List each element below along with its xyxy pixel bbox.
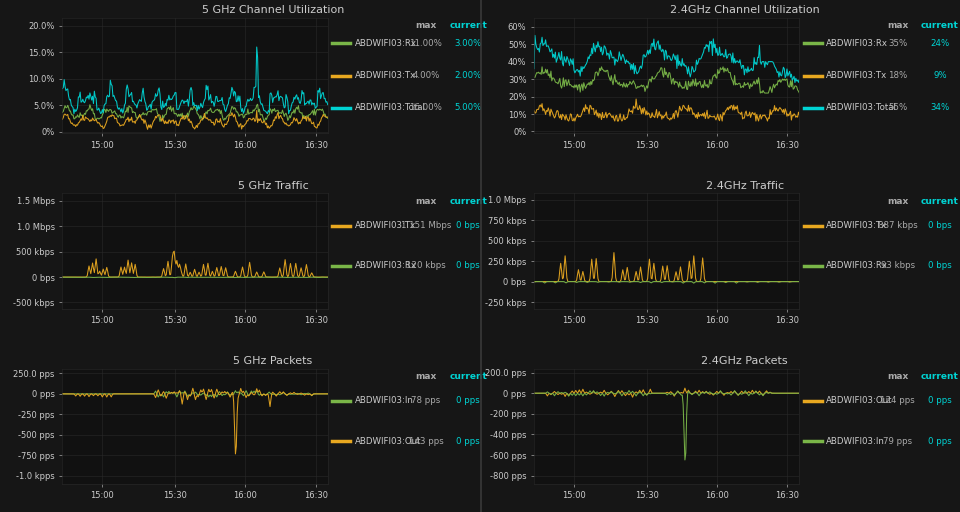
Text: current: current [921, 372, 959, 381]
Text: 79 pps: 79 pps [883, 437, 912, 445]
Text: 0 bps: 0 bps [457, 221, 480, 230]
Text: max: max [416, 197, 437, 206]
Text: 0 pps: 0 pps [457, 396, 480, 406]
Text: 35%: 35% [888, 39, 907, 48]
Text: ABDWIFI03:Rx: ABDWIFI03:Rx [354, 39, 417, 48]
Text: 11.00%: 11.00% [410, 39, 443, 48]
Text: 1.151 Mbps: 1.151 Mbps [400, 221, 451, 230]
Text: 78 pps: 78 pps [411, 396, 441, 406]
Text: 55%: 55% [888, 103, 907, 112]
Text: current: current [449, 197, 488, 206]
Text: 887 kbps: 887 kbps [877, 221, 918, 230]
Text: ABDWIFI03:Tx: ABDWIFI03:Tx [827, 221, 888, 230]
Text: ABDWIFI03:Total: ABDWIFI03:Total [354, 103, 425, 112]
Text: 120 kbps: 120 kbps [406, 261, 445, 270]
Text: ABDWIFI03:Out: ABDWIFI03:Out [827, 396, 893, 406]
Text: max: max [887, 22, 908, 30]
Text: current: current [921, 22, 959, 30]
Text: 0 bps: 0 bps [928, 261, 952, 270]
Text: ABDWIFI03:In: ABDWIFI03:In [354, 396, 414, 406]
Text: 5 GHz Traffic: 5 GHz Traffic [237, 181, 308, 190]
Text: 2.4GHz Packets: 2.4GHz Packets [702, 356, 788, 366]
Text: ABDWIFI03:Out: ABDWIFI03:Out [354, 437, 421, 445]
Text: 5.00%: 5.00% [455, 103, 482, 112]
Text: ABDWIFI03:Tx: ABDWIFI03:Tx [354, 71, 416, 80]
Text: 4.00%: 4.00% [412, 71, 440, 80]
Text: ABDWIFI03:Rx: ABDWIFI03:Rx [827, 261, 888, 270]
Text: 18%: 18% [888, 71, 907, 80]
Text: 16.00%: 16.00% [410, 103, 443, 112]
Text: ABDWIFI03:Tx: ABDWIFI03:Tx [827, 71, 888, 80]
Text: ABDWIFI03:Rx: ABDWIFI03:Rx [354, 261, 417, 270]
Text: ABDWIFI03:Tx: ABDWIFI03:Tx [354, 221, 416, 230]
Text: 143 pps: 143 pps [409, 437, 444, 445]
Text: 5 GHz Channel Utilization: 5 GHz Channel Utilization [202, 5, 344, 15]
Text: max: max [887, 372, 908, 381]
Text: ABDWIFI03:Total: ABDWIFI03:Total [827, 103, 898, 112]
Text: ABDWIFI03:In: ABDWIFI03:In [827, 437, 885, 445]
Text: 0 pps: 0 pps [928, 437, 952, 445]
Text: 124 pps: 124 pps [880, 396, 915, 406]
Text: 0 bps: 0 bps [457, 261, 480, 270]
Text: 2.00%: 2.00% [455, 71, 482, 80]
Text: 0 pps: 0 pps [457, 437, 480, 445]
Text: 0 pps: 0 pps [928, 396, 952, 406]
Text: current: current [449, 22, 488, 30]
Text: 24%: 24% [930, 39, 949, 48]
Text: current: current [449, 372, 488, 381]
Text: 34%: 34% [930, 103, 949, 112]
Text: ABDWIFI03:Rx: ABDWIFI03:Rx [827, 39, 888, 48]
Text: max: max [887, 197, 908, 206]
Text: max: max [416, 372, 437, 381]
Text: 0 bps: 0 bps [928, 221, 952, 230]
Text: 3.00%: 3.00% [455, 39, 482, 48]
Text: 93 kbps: 93 kbps [880, 261, 915, 270]
Text: 9%: 9% [933, 71, 947, 80]
Text: current: current [921, 197, 959, 206]
Text: max: max [416, 22, 437, 30]
Text: 5 GHz Packets: 5 GHz Packets [233, 356, 313, 366]
Text: 2.4GHz Traffic: 2.4GHz Traffic [706, 181, 783, 190]
Text: 2.4GHz Channel Utilization: 2.4GHz Channel Utilization [670, 5, 820, 15]
